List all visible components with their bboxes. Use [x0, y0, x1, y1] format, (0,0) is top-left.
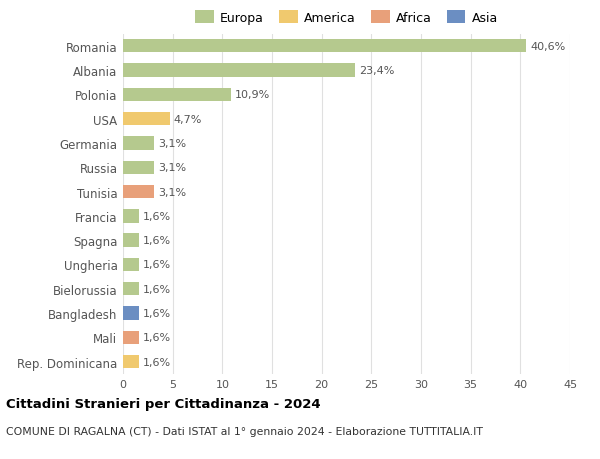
Bar: [123, 112, 170, 126]
Text: 3,1%: 3,1%: [158, 187, 186, 197]
Text: 10,9%: 10,9%: [235, 90, 271, 100]
Bar: [123, 89, 231, 102]
Bar: [123, 161, 154, 174]
Bar: [123, 234, 139, 247]
Text: Cittadini Stranieri per Cittadinanza - 2024: Cittadini Stranieri per Cittadinanza - 2…: [6, 397, 320, 410]
Text: COMUNE DI RAGALNA (CT) - Dati ISTAT al 1° gennaio 2024 - Elaborazione TUTTITALIA: COMUNE DI RAGALNA (CT) - Dati ISTAT al 1…: [6, 426, 483, 436]
Text: 1,6%: 1,6%: [143, 308, 171, 319]
Bar: [123, 331, 139, 344]
Text: 1,6%: 1,6%: [143, 212, 171, 221]
Text: 3,1%: 3,1%: [158, 139, 186, 149]
Bar: [123, 40, 526, 53]
Bar: [123, 64, 355, 78]
Text: 3,1%: 3,1%: [158, 163, 186, 173]
Bar: [123, 210, 139, 223]
Text: 1,6%: 1,6%: [143, 357, 171, 367]
Text: 40,6%: 40,6%: [530, 42, 566, 51]
Text: 1,6%: 1,6%: [143, 284, 171, 294]
Bar: [123, 137, 154, 150]
Text: 1,6%: 1,6%: [143, 260, 171, 270]
Bar: [123, 307, 139, 320]
Text: 4,7%: 4,7%: [173, 114, 202, 124]
Bar: [123, 282, 139, 296]
Bar: [123, 355, 139, 369]
Legend: Europa, America, Africa, Asia: Europa, America, Africa, Asia: [195, 11, 498, 25]
Bar: [123, 185, 154, 199]
Text: 1,6%: 1,6%: [143, 333, 171, 343]
Bar: [123, 258, 139, 272]
Text: 23,4%: 23,4%: [359, 66, 395, 76]
Text: 1,6%: 1,6%: [143, 235, 171, 246]
